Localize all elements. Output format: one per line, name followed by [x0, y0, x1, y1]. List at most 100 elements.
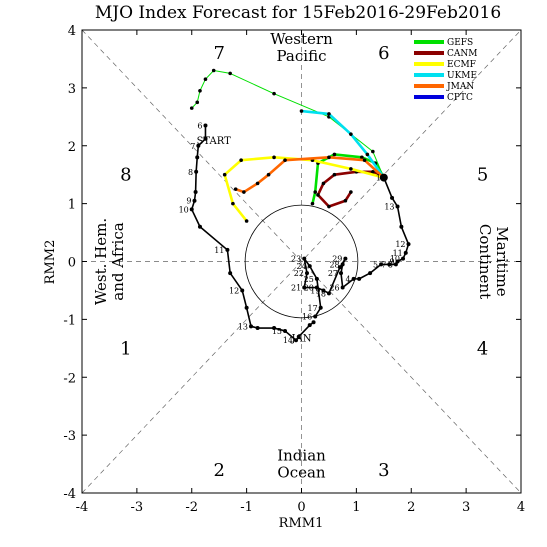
phase-label: 2	[213, 460, 224, 481]
x-tick-label: -1	[240, 500, 253, 515]
forecast-point	[239, 158, 243, 163]
day-label: 13	[238, 322, 248, 331]
region-label-line: and Africa	[109, 222, 127, 300]
forecast-line-gefs-ensemble	[191, 70, 385, 178]
forecast-point	[244, 219, 249, 223]
phase-label: 3	[378, 460, 389, 481]
forecast-line-jman	[235, 156, 385, 194]
day-label: 5	[373, 260, 378, 269]
observed-point	[395, 259, 400, 264]
forecast-point	[349, 167, 353, 171]
chart-title: MJO Index Forecast for 15Feb2016-29Feb20…	[95, 3, 501, 23]
observed-point	[399, 224, 404, 229]
forecast-line-ecmf	[223, 156, 385, 222]
observed-point	[307, 264, 312, 269]
day-label: 10	[390, 255, 400, 264]
day-label: 21	[291, 284, 301, 293]
observed-point	[368, 271, 373, 276]
x-tick-label: 3	[462, 500, 470, 515]
observed-point	[272, 326, 277, 331]
day-label: 25	[304, 275, 314, 284]
day-label: 11	[214, 246, 224, 255]
y-tick-label: -3	[63, 429, 76, 444]
forecast-point	[371, 169, 375, 174]
observed-point	[255, 326, 260, 331]
observed-point	[193, 190, 198, 195]
forecast-point	[316, 193, 320, 197]
forecast-series	[189, 68, 386, 223]
forecast-point	[327, 155, 331, 160]
day-label: 29	[332, 255, 342, 264]
region-label: West. Hem. and Africa	[92, 218, 127, 305]
day-label: 1	[376, 174, 381, 183]
forecast-point	[228, 71, 232, 76]
phase-label: 4	[477, 338, 488, 359]
legend-label: UKME	[447, 71, 477, 81]
annotation-label: START	[197, 136, 232, 147]
region-label-line: Indian	[277, 447, 326, 465]
observed-point	[351, 276, 356, 281]
x-tick-label: 0	[297, 500, 305, 515]
forecast-point	[283, 158, 287, 163]
forecast-point	[360, 155, 364, 160]
x-tick-label: -4	[76, 500, 89, 515]
legend-label: CPTC	[447, 93, 473, 103]
observed-point	[343, 256, 348, 261]
day-label: 15	[272, 327, 282, 336]
observed-point	[189, 207, 194, 212]
forecast-point	[198, 88, 202, 93]
observed-point	[337, 265, 342, 270]
observed-point	[340, 262, 345, 267]
forecast-point	[272, 91, 276, 96]
day-label: 17	[308, 304, 318, 313]
x-tick-label: 2	[407, 500, 415, 515]
forecast-point	[189, 106, 194, 110]
observed-point	[313, 314, 318, 319]
observed-point	[244, 305, 249, 310]
forecast-point	[371, 149, 375, 154]
day-label: 11	[393, 249, 403, 258]
observed-point	[240, 288, 245, 293]
day-label: 20	[304, 284, 314, 293]
day-label: 14	[283, 336, 293, 345]
observed-point	[321, 288, 326, 293]
observed-point	[379, 262, 384, 267]
y-tick-label: 4	[68, 24, 76, 39]
annotation-label: JAN	[291, 333, 312, 344]
x-tick-label: 1	[352, 500, 360, 515]
y-axis-label: RMM2	[43, 240, 58, 285]
x-axis-ticks: -4 -3 -2 -1 0 1 2 3 4	[76, 30, 525, 515]
forecast-point	[203, 77, 208, 81]
x-tick-label: -2	[185, 500, 198, 515]
x-axis-label: RMM1	[279, 516, 324, 531]
forecast-point	[242, 190, 246, 194]
region-label-line: Maritime	[493, 226, 511, 296]
current-point-marker	[379, 173, 388, 182]
observed-point	[387, 262, 392, 267]
phase-label: 5	[477, 165, 488, 186]
observed-point	[403, 250, 408, 255]
region-label-line: Ocean	[277, 464, 326, 482]
day-label: 27	[328, 269, 338, 278]
day-label: 28	[329, 260, 339, 269]
y-tick-label: 1	[68, 198, 76, 213]
legend-label: ECMF	[447, 60, 476, 70]
forecast-point	[266, 172, 271, 177]
region-label-line: Continent	[476, 224, 494, 299]
observed-point	[340, 285, 345, 290]
y-tick-label: 2	[68, 140, 76, 155]
phase-label: 6	[378, 43, 389, 64]
region-label-line: West. Hem.	[92, 218, 110, 305]
observed-point	[194, 169, 199, 174]
observed-point	[393, 262, 398, 267]
day-label: 12	[229, 286, 239, 295]
forecast-point	[272, 155, 276, 160]
legend-label: GEFS	[447, 38, 473, 48]
observed-point	[203, 136, 208, 141]
forecast-point	[310, 201, 315, 206]
phase-label: 1	[120, 338, 131, 359]
forecast-point	[321, 181, 326, 186]
